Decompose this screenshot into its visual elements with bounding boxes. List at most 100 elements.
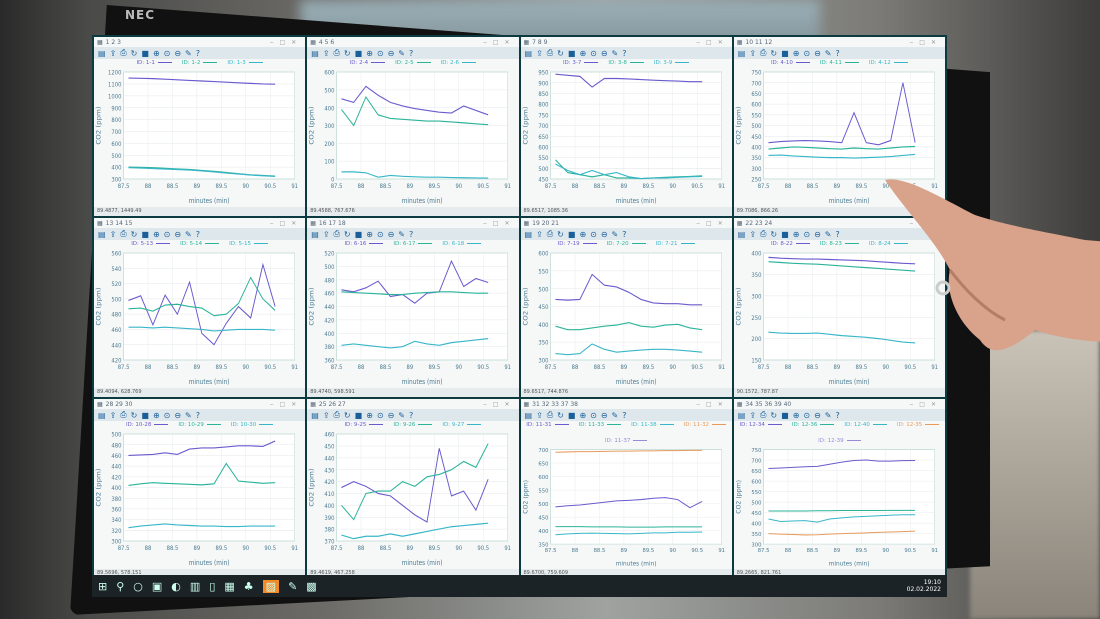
explorer-icon[interactable]: ▦ bbox=[224, 579, 235, 593]
line-chart[interactable]: 300 350 400 450 500 550 600 650 700 750 87.5 88 88.5… bbox=[734, 445, 945, 569]
print-icon[interactable]: ⎙ bbox=[546, 410, 554, 419]
stop-icon[interactable]: ■ bbox=[141, 229, 149, 239]
zoom-in-icon[interactable]: ⊕ bbox=[792, 48, 800, 58]
clipboard-icon[interactable]: ▤ bbox=[311, 48, 319, 58]
line-chart[interactable]: 350 400 450 500 550 600 650 700 87.5 88 88.5 89 89.5… bbox=[521, 445, 732, 569]
line-chart[interactable]: 300 350 400 450 500 550 600 87.5 88 88.5 89 89.5 90 9… bbox=[521, 248, 732, 388]
export-icon[interactable]: ⇪ bbox=[536, 48, 543, 58]
zoom-icon[interactable]: ⊙ bbox=[163, 48, 171, 58]
help-icon[interactable]: ? bbox=[409, 410, 414, 420]
help-icon[interactable]: ? bbox=[835, 48, 840, 58]
window-controls[interactable]: ‒□✕ bbox=[696, 400, 729, 408]
help-icon[interactable]: ? bbox=[622, 229, 627, 239]
export-icon[interactable]: ⇪ bbox=[536, 410, 543, 420]
clipboard-icon[interactable]: ▤ bbox=[524, 229, 533, 239]
clipboard-icon[interactable]: ▤ bbox=[311, 229, 319, 239]
clipboard-icon[interactable]: ▤ bbox=[524, 410, 533, 420]
window-titlebar[interactable]: ▦ 13 14 15 ‒□✕ bbox=[94, 218, 305, 228]
zoom-out-icon[interactable]: ⊖ bbox=[174, 48, 182, 58]
cortana-icon[interactable]: ○ bbox=[133, 579, 143, 593]
zoom-out-icon[interactable]: ⊖ bbox=[814, 410, 821, 420]
zoom-icon[interactable]: ⊙ bbox=[803, 48, 811, 58]
help-icon[interactable]: ? bbox=[835, 410, 840, 420]
line-chart[interactable]: 360 380 400 420 440 460 480 500 520 87.5 88 88.5 89 8… bbox=[307, 248, 518, 388]
zoom-in-icon[interactable]: ⊕ bbox=[792, 229, 800, 239]
chart-window[interactable]: ▦ 13 14 15 ‒□✕ ▤ ⇪ ⎙ ↻ ■ ⊕ ⊙ ⊖ ✎? ID: 5-13 ID: 5-14 ID… bbox=[94, 218, 306, 397]
zoom-out-icon[interactable]: ⊖ bbox=[600, 48, 608, 58]
zoom-icon[interactable]: ⊙ bbox=[590, 48, 597, 58]
zoom-out-icon[interactable]: ⊖ bbox=[600, 229, 608, 239]
chart-window[interactable]: ▦ 19 20 21 ‒□✕ ▤ ⇪ ⎙ ↻ ■ ⊕ ⊙ ⊖ ✎? ID: 7-19 ID: 7-20 ID… bbox=[520, 218, 732, 397]
export-icon[interactable]: ⇪ bbox=[749, 410, 757, 420]
window-controls[interactable]: ‒□✕ bbox=[696, 38, 729, 46]
zoom-out-icon[interactable]: ⊖ bbox=[600, 410, 608, 420]
settings-icon[interactable]: ✎ bbox=[824, 229, 832, 239]
refresh-icon[interactable]: ↻ bbox=[130, 229, 138, 239]
clipboard-icon[interactable]: ▤ bbox=[98, 229, 106, 239]
window-titlebar[interactable]: ▦ 7 8 9 ‒□✕ bbox=[521, 37, 732, 47]
help-icon[interactable]: ? bbox=[195, 229, 200, 239]
chart-window[interactable]: ▦ 4 5 6 ‒□✕ ▤ ⇪ ⎙ ↻ ■ ⊕ ⊙ ⊖ ✎? ID: 2-4 ID: 2-5 ID: 2-6… bbox=[307, 37, 519, 216]
refresh-icon[interactable]: ↻ bbox=[557, 48, 564, 58]
stop-icon[interactable]: ■ bbox=[567, 410, 576, 420]
help-icon[interactable]: ? bbox=[409, 48, 414, 58]
print-icon[interactable]: ⎙ bbox=[760, 48, 767, 57]
zoom-in-icon[interactable]: ⊕ bbox=[792, 410, 800, 420]
zoom-in-icon[interactable]: ⊕ bbox=[366, 410, 373, 420]
refresh-icon[interactable]: ↻ bbox=[557, 410, 564, 420]
zoom-in-icon[interactable]: ⊕ bbox=[579, 229, 587, 239]
window-controls[interactable]: ‒□✕ bbox=[482, 400, 516, 408]
export-icon[interactable]: ⇪ bbox=[109, 229, 117, 239]
export-icon[interactable]: ⇪ bbox=[322, 410, 330, 420]
stop-icon[interactable]: ■ bbox=[354, 48, 363, 58]
chart-window[interactable]: ▦ 31 32 33 37 38 ‒□✕ ▤ ⇪ ⎙ ↻ ■ ⊕ ⊙ ⊖ ✎? ID: 11-31 ID:… bbox=[520, 399, 732, 578]
stop-icon[interactable]: ■ bbox=[781, 229, 789, 239]
settings-icon[interactable]: ✎ bbox=[398, 229, 405, 239]
stop-icon[interactable]: ■ bbox=[567, 48, 576, 58]
print-icon[interactable]: ⎙ bbox=[546, 229, 554, 238]
line-chart[interactable]: 300 400 500 600 700 800 900 1000 1100 1200 87.5 88 8… bbox=[94, 67, 305, 207]
zoom-icon[interactable]: ⊙ bbox=[376, 48, 384, 58]
window-controls[interactable]: ‒□✕ bbox=[909, 38, 942, 46]
zoom-icon[interactable]: ⊙ bbox=[376, 229, 384, 239]
notepad-icon[interactable]: ▯ bbox=[209, 579, 216, 593]
window-controls[interactable]: ‒□✕ bbox=[696, 219, 729, 227]
window-titlebar[interactable]: ▦ 31 32 33 37 38 ‒□✕ bbox=[521, 399, 732, 409]
task-view-icon[interactable]: ▣ bbox=[151, 579, 163, 593]
window-titlebar[interactable]: ▦ 10 11 12 ‒□✕ bbox=[734, 37, 945, 47]
stop-icon[interactable]: ■ bbox=[354, 410, 363, 420]
refresh-icon[interactable]: ↻ bbox=[557, 229, 564, 239]
window-titlebar[interactable]: ▦ 4 5 6 ‒□✕ bbox=[307, 37, 518, 47]
stop-icon[interactable]: ■ bbox=[781, 48, 789, 58]
refresh-icon[interactable]: ↻ bbox=[130, 410, 138, 420]
window-titlebar[interactable]: ▦ 25 26 27 ‒□✕ bbox=[307, 399, 518, 409]
clipboard-icon[interactable]: ▤ bbox=[737, 229, 746, 239]
stop-icon[interactable]: ■ bbox=[141, 410, 149, 420]
stop-icon[interactable]: ■ bbox=[354, 229, 363, 239]
window-controls[interactable]: ‒□✕ bbox=[482, 219, 516, 227]
chart-window[interactable]: ▦ 34 35 36 39 40 ‒□✕ ▤ ⇪ ⎙ ↻ ■ ⊕ ⊙ ⊖ ✎? ID: 12-34 ID:… bbox=[733, 399, 945, 578]
start-icon[interactable]: ⊞ bbox=[98, 579, 108, 593]
chart-window[interactable]: ▦ 28 29 30 ‒□✕ ▤ ⇪ ⎙ ↻ ■ ⊕ ⊙ ⊖ ✎? ID: 10-28 ID: 10-29… bbox=[94, 399, 306, 578]
help-icon[interactable]: ? bbox=[622, 48, 627, 58]
settings-icon[interactable]: ✎ bbox=[824, 48, 832, 58]
refresh-icon[interactable]: ↻ bbox=[343, 410, 351, 420]
clipboard-icon[interactable]: ▤ bbox=[524, 48, 533, 58]
print-icon[interactable]: ⎙ bbox=[333, 229, 340, 238]
stop-icon[interactable]: ■ bbox=[141, 48, 149, 58]
zoom-out-icon[interactable]: ⊖ bbox=[174, 410, 182, 420]
zoom-in-icon[interactable]: ⊕ bbox=[152, 48, 160, 58]
print-icon[interactable]: ⎙ bbox=[120, 410, 127, 419]
chart-window[interactable]: ▦ 25 26 27 ‒□✕ ▤ ⇪ ⎙ ↻ ■ ⊕ ⊙ ⊖ ✎? ID: 9-25 ID: 9-26 ID… bbox=[307, 399, 519, 578]
refresh-icon[interactable]: ↻ bbox=[770, 410, 778, 420]
excel-icon[interactable]: ▩ bbox=[306, 579, 317, 593]
line-chart[interactable]: 250 300 350 400 450 500 550 600 650 700 750 87.5 88 8… bbox=[734, 67, 945, 207]
window-controls[interactable]: ‒□✕ bbox=[482, 38, 516, 46]
print-icon[interactable]: ⎙ bbox=[333, 410, 340, 419]
settings-icon[interactable]: ✎ bbox=[185, 410, 192, 420]
line-chart[interactable]: 150 200 250 300 350 400 87.5 88 88.5 89 89.5 90 90.5… bbox=[734, 248, 945, 388]
export-icon[interactable]: ⇪ bbox=[749, 48, 757, 58]
stop-icon[interactable]: ■ bbox=[567, 229, 576, 239]
settings-icon[interactable]: ✎ bbox=[185, 48, 192, 58]
stop-icon[interactable]: ■ bbox=[781, 410, 789, 420]
